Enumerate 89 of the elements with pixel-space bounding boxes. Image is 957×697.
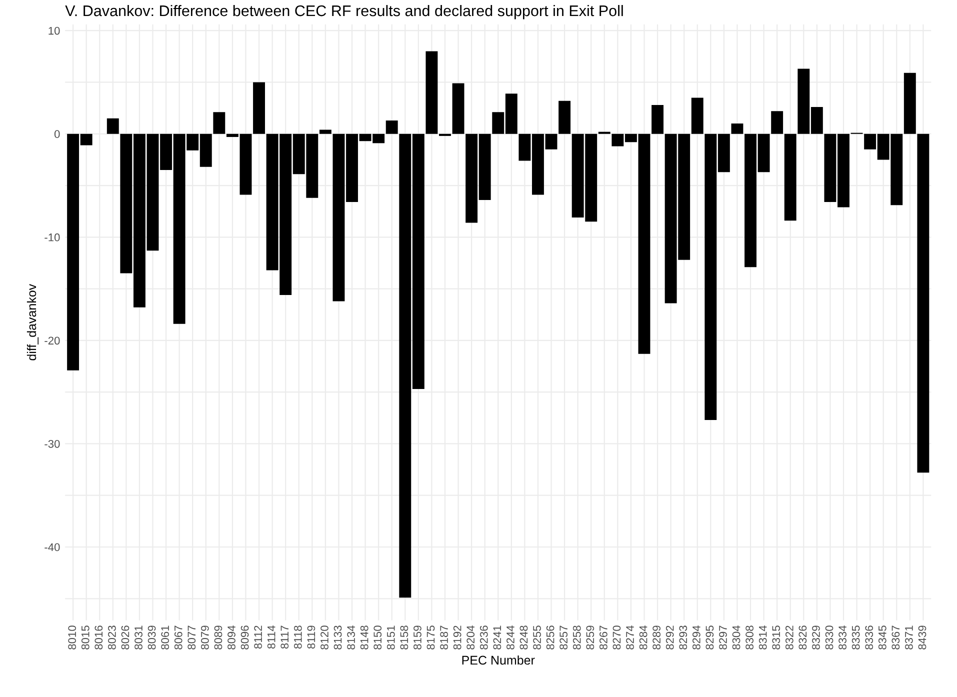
x-tick-label: 8304 (732, 626, 740, 650)
y-tick-label: 0 (54, 130, 60, 138)
bar (426, 51, 438, 134)
x-tick-label: 8023 (108, 626, 116, 650)
y-axis-title: diff_davankov (26, 284, 38, 360)
x-tick-label: 8292 (666, 626, 674, 650)
x-tick-label: 8367 (892, 626, 900, 650)
x-tick-label: 8134 (347, 626, 355, 650)
x-tick-label: 8315 (772, 626, 780, 650)
x-tick-label: 8259 (586, 626, 594, 650)
bar (386, 120, 398, 134)
x-tick-label: 8118 (294, 626, 302, 649)
x-tick-label: 8293 (679, 626, 688, 650)
x-tick-label: 8016 (94, 626, 103, 650)
x-tick-label: 8151 (386, 626, 395, 650)
x-tick-label: 8334 (838, 626, 846, 650)
x-tick-label: 8244 (506, 626, 514, 650)
x-tick-label: 8295 (706, 626, 714, 650)
x-tick-label: 8150 (374, 626, 382, 650)
x-tick-label: 8294 (692, 626, 700, 650)
y-tick-label: 10 (48, 26, 60, 35)
x-tick-label: 8120 (320, 626, 328, 650)
x-tick-label: 8204 (466, 626, 475, 650)
x-tick-label: 8345 (878, 626, 886, 650)
x-tick-label: 8256 (546, 626, 554, 650)
x-tick-label: 8175 (426, 626, 435, 650)
x-tick-label: 8255 (533, 626, 541, 650)
bar (771, 111, 784, 134)
x-tick-label: 8297 (719, 626, 727, 650)
chart-title: V. Davankov: Difference between CEC RF results and declared support in Exit Poll (65, 4, 623, 20)
x-tick-label: 8241 (493, 626, 502, 650)
x-tick-label: 8096 (240, 626, 249, 650)
y-tick-label: -40 (44, 543, 60, 552)
bar (652, 104, 664, 134)
x-tick-label: 8322 (785, 626, 794, 650)
x-tick-label: 8336 (865, 626, 874, 650)
x-tick-label: 8258 (572, 626, 581, 650)
x-tick-label: 8274 (626, 626, 634, 650)
bar (558, 100, 571, 134)
x-tick-label: 8159 (414, 626, 422, 650)
x-tick-label: 8257 (560, 626, 568, 650)
x-tick-label: 8289 (652, 626, 661, 650)
x-tick-label: 8015 (81, 626, 90, 650)
x-tick-label: 8314 (758, 626, 767, 650)
bar (253, 82, 265, 134)
x-tick-label: 8192 (453, 626, 462, 650)
x-tick-label: 8284 (639, 626, 648, 650)
x-tick-label: 8026 (121, 626, 130, 650)
y-tick-label: -20 (44, 336, 60, 345)
x-tick-label: 8112 (254, 626, 262, 649)
y-tick-label: -30 (44, 440, 60, 448)
x-tick-label: 8308 (746, 626, 754, 650)
x-tick-label: 8329 (812, 626, 820, 650)
x-tick-label: 8158 (400, 626, 408, 650)
x-tick-label: 8267 (600, 626, 608, 650)
bar (917, 134, 930, 473)
x-tick-label: 8089 (214, 626, 222, 650)
x-tick-label: 8439 (918, 626, 926, 650)
x-tick-label: 8010 (68, 626, 76, 650)
bar (731, 124, 744, 134)
x-tick-label: 8330 (825, 626, 834, 650)
bar (213, 112, 226, 134)
bar (106, 118, 119, 134)
bar (452, 83, 464, 134)
bar (319, 130, 332, 134)
x-axis-title: PEC Number (462, 655, 535, 665)
x-tick-label: 8248 (520, 626, 528, 650)
x-tick-label: 8119 (307, 626, 316, 649)
x-tick-label: 8061 (161, 626, 170, 650)
x-tick-label: 8079 (200, 626, 209, 650)
x-tick-label: 8187 (440, 626, 448, 650)
x-tick-label: 8335 (852, 626, 860, 650)
x-tick-label: 8371 (905, 626, 913, 650)
x-tick-label: 8039 (148, 626, 156, 650)
x-tick-label: 8117 (280, 626, 289, 649)
x-tick-label: 8133 (334, 626, 342, 650)
x-tick-label: 8031 (134, 626, 142, 650)
y-tick-label: -10 (44, 233, 60, 242)
bar (784, 134, 796, 221)
x-tick-label: 8236 (480, 626, 488, 650)
x-tick-label: 8326 (798, 626, 807, 650)
x-tick-label: 8077 (188, 626, 196, 650)
x-tick-label: 8094 (228, 626, 236, 650)
bar (691, 98, 704, 134)
x-tick-label: 8067 (174, 626, 182, 650)
x-tick-label: 8148 (360, 626, 368, 650)
x-tick-label: 8114 (267, 626, 276, 649)
bar (904, 72, 916, 134)
x-tick-label: 8270 (612, 626, 621, 650)
